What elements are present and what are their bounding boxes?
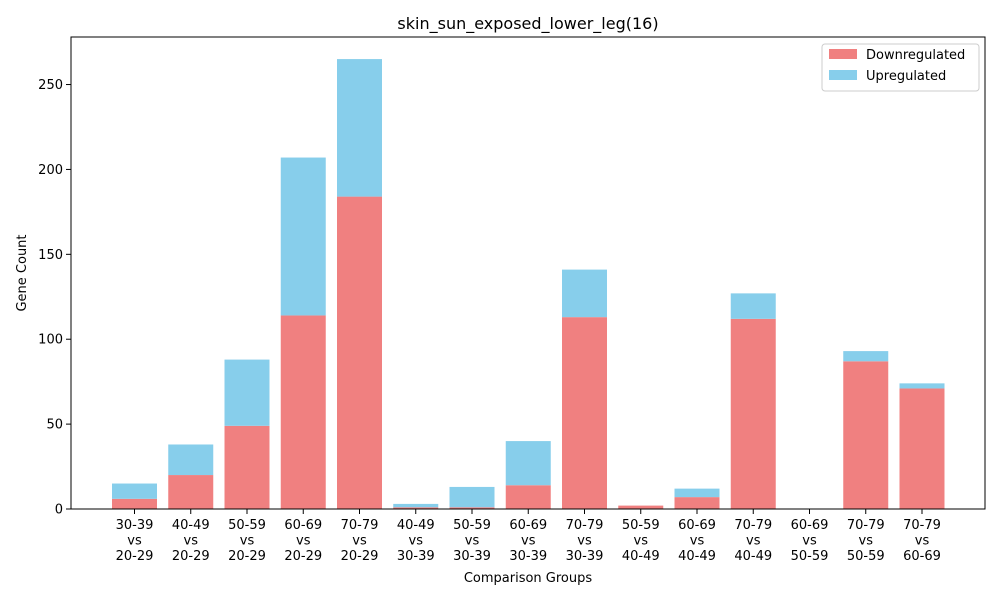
- x-tick-label: 50-59 vs 40-49: [622, 518, 660, 564]
- bar-upregulated-14: [899, 383, 945, 389]
- y-axis-label: Gene Count: [15, 234, 30, 311]
- x-tick-label: 70-79 vs 50-59: [847, 518, 885, 564]
- bar-downregulated-9: [618, 505, 664, 509]
- bar-upregulated-11: [730, 293, 776, 319]
- bar-upregulated-2: [224, 359, 270, 426]
- bar-downregulated-6: [449, 507, 495, 509]
- y-tick-label: 150: [38, 248, 63, 263]
- bar-upregulated-4: [337, 59, 382, 197]
- x-tick-label: 30-39 vs 20-29: [116, 518, 154, 564]
- bar-upregulated-6: [449, 486, 495, 508]
- legend-box: [821, 43, 980, 92]
- bar-upregulated-3: [280, 157, 326, 316]
- plot-frame: [70, 36, 986, 510]
- legend: Downregulated Upregulated: [821, 43, 980, 92]
- bar-downregulated-13: [843, 361, 889, 509]
- x-tick-label: 60-69 vs 30-39: [509, 518, 547, 564]
- bars-layer: [112, 59, 945, 510]
- legend-swatch-downregulated: [829, 49, 857, 59]
- bar-downregulated-10: [674, 497, 720, 509]
- x-tick-label: 40-49 vs 30-39: [397, 518, 435, 564]
- bar-upregulated-10: [674, 488, 720, 498]
- x-axis: 30-39 vs 20-29 40-49 vs 20-29 50-59 vs 20-29 60-6…: [116, 509, 941, 564]
- x-tick-label: 60-69 vs 50-59: [791, 518, 829, 564]
- x-tick-label: 50-59 vs 20-29: [228, 518, 266, 564]
- x-tick-label: 70-79 vs 40-49: [734, 518, 772, 564]
- bar-upregulated-0: [112, 483, 157, 499]
- x-tick-label: 70-79 vs 30-39: [566, 518, 604, 564]
- y-tick-label: 50: [46, 418, 63, 433]
- bar-upregulated-13: [843, 351, 889, 362]
- bar-upregulated-8: [562, 269, 607, 318]
- bar-upregulated-1: [168, 444, 214, 476]
- bar-downregulated-7: [505, 485, 551, 509]
- bar-downregulated-1: [168, 475, 214, 509]
- y-tick-label: 100: [38, 333, 63, 348]
- bar-downregulated-3: [280, 315, 326, 509]
- x-tick-label: 40-49 vs 20-29: [172, 518, 210, 564]
- bar-downregulated-2: [224, 425, 270, 509]
- x-tick-label: 60-69 vs 40-49: [678, 518, 716, 564]
- y-tick-label: 0: [55, 503, 63, 518]
- x-tick-label: 70-79 vs 60-69: [903, 518, 941, 564]
- bar-downregulated-8: [562, 317, 607, 509]
- legend-label-upregulated: Upregulated: [866, 69, 946, 84]
- x-tick-label: 50-59 vs 30-39: [453, 518, 491, 564]
- bar-downregulated-0: [112, 498, 157, 509]
- bar-downregulated-11: [730, 318, 776, 509]
- y-tick-label: 200: [38, 163, 63, 178]
- bar-upregulated-5: [393, 503, 439, 508]
- x-tick-label: 60-69 vs 20-29: [284, 518, 322, 564]
- bar-downregulated-4: [337, 196, 382, 510]
- x-axis-label: Comparison Groups: [464, 571, 593, 586]
- bar-downregulated-5: [393, 507, 439, 509]
- x-tick-label: 70-79 vs 20-29: [341, 518, 379, 564]
- bar-downregulated-14: [899, 388, 945, 509]
- legend-label-downregulated: Downregulated: [866, 48, 965, 63]
- y-tick-label: 250: [38, 78, 63, 93]
- chart-title: skin_sun_exposed_lower_leg(16): [397, 14, 658, 34]
- y-axis: 0 50 100 150 200 250: [38, 78, 71, 518]
- bar-upregulated-7: [505, 441, 551, 486]
- legend-swatch-upregulated: [829, 70, 857, 80]
